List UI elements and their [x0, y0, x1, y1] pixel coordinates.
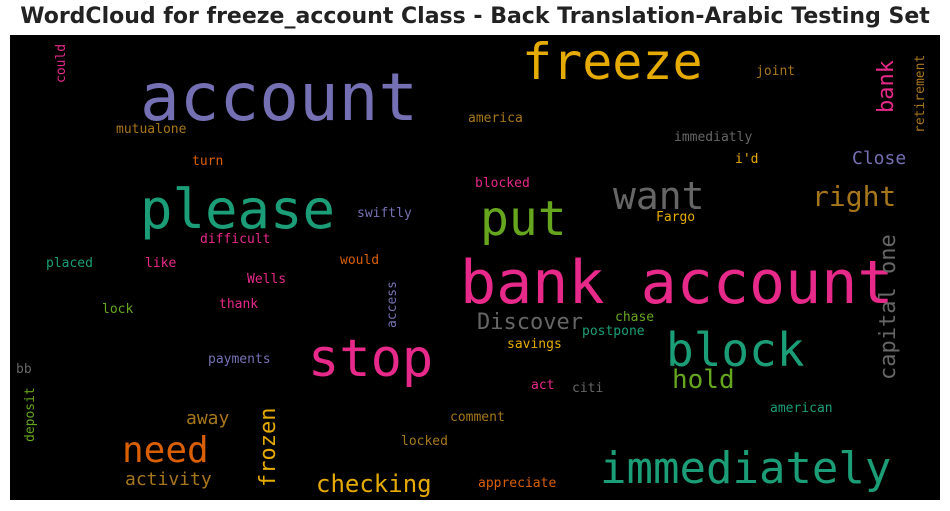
word-frozen: frozen: [256, 407, 281, 487]
word-blocked: blocked: [475, 176, 530, 191]
word-payments: payments: [208, 352, 271, 367]
word-fargo: Fargo: [656, 210, 696, 225]
word-right: right: [812, 180, 897, 213]
word-away: away: [186, 408, 230, 429]
word-discover: Discover: [477, 310, 583, 335]
word-bb: bb: [16, 362, 32, 377]
word-postpone: postpone: [582, 324, 645, 339]
word-would: would: [340, 253, 380, 268]
word-act: act: [531, 378, 555, 393]
word-america: america: [468, 111, 523, 126]
word-locked: locked: [401, 434, 448, 449]
word-mutualone: mutualone: [116, 122, 187, 137]
word-stop: stop: [308, 329, 434, 389]
word-block: block: [666, 323, 805, 377]
word-checking: checking: [316, 470, 432, 498]
word-freeze: freeze: [522, 35, 703, 91]
word-could: could: [54, 43, 69, 83]
word-retirement: retirement: [913, 54, 928, 133]
chart-title: WordCloud for freeze_account Class - Bac…: [20, 4, 930, 29]
word-id: i'd: [735, 152, 759, 167]
word-american: american: [770, 401, 833, 416]
wordcloud-canvas: account freeze please put want bank acco…: [10, 35, 940, 500]
word-please: please: [140, 178, 336, 241]
word-hold: hold: [672, 365, 735, 395]
word-access: access: [385, 281, 400, 328]
word-need: need: [122, 430, 209, 471]
word-comment: comment: [450, 410, 505, 425]
word-capital-one: capital one: [876, 234, 901, 380]
word-deposit: deposit: [23, 387, 38, 442]
word-chase: chase: [615, 310, 655, 325]
word-thank: thank: [219, 297, 259, 312]
word-bank: bank: [874, 60, 899, 113]
word-appreciate: appreciate: [478, 476, 557, 491]
word-wells: Wells: [247, 272, 287, 287]
word-immediatly: immediatly: [674, 130, 753, 145]
word-immediately: immediately: [600, 443, 892, 494]
word-lock: lock: [102, 302, 134, 317]
word-citi: citi: [572, 381, 604, 396]
word-like: like: [145, 256, 177, 271]
word-joint: joint: [756, 64, 796, 79]
word-want: want: [613, 174, 705, 218]
word-savings: savings: [507, 337, 562, 352]
word-difficult: difficult: [200, 232, 271, 247]
word-bank-account: bank account: [460, 248, 894, 318]
word-account: account: [140, 59, 419, 136]
word-swiftly: swiftly: [357, 206, 412, 221]
word-put: put: [480, 191, 567, 247]
word-close: Close: [852, 148, 907, 169]
word-turn: turn: [192, 154, 224, 169]
word-placed: placed: [46, 256, 93, 271]
word-activity: activity: [125, 469, 212, 490]
